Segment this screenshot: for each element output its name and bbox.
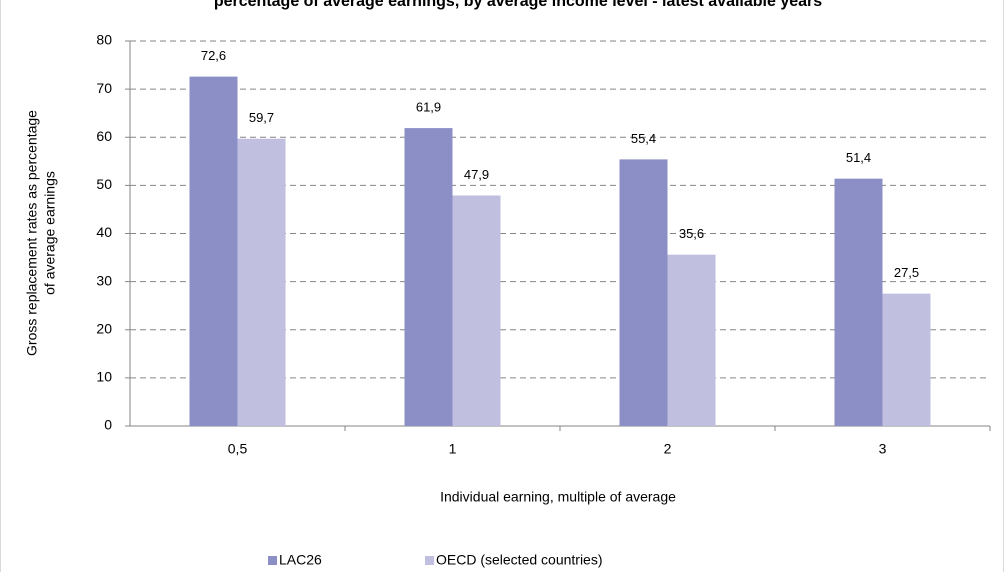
bar	[404, 128, 453, 426]
bar	[619, 159, 668, 426]
data-label: 72,6	[201, 48, 226, 63]
y-tick-label: 60	[96, 128, 112, 144]
y-tick-label: 80	[96, 32, 112, 48]
y-axis-label: Gross replacement rates as percentage of…	[24, 110, 58, 356]
y-tick-label: 70	[96, 80, 112, 96]
data-label: 61,9	[416, 100, 441, 115]
bar	[452, 195, 501, 426]
data-label: 51,4	[846, 150, 871, 165]
y-tick-label: 50	[96, 176, 112, 192]
data-label: 35,6	[679, 226, 704, 241]
y-axis-label-line: Gross replacement rates as percentage	[24, 110, 40, 356]
y-tick-label: 20	[96, 320, 112, 336]
bar	[667, 254, 716, 426]
y-tick-label: 10	[96, 369, 112, 385]
x-tick-label: 3	[879, 441, 887, 457]
legend-label: LAC26	[279, 552, 322, 568]
legend-swatch	[425, 556, 434, 565]
y-axis-label-line: of average earnings	[42, 171, 58, 295]
y-tick-label: 40	[96, 224, 112, 240]
legend-label: OECD (selected countries)	[436, 552, 603, 568]
bar	[882, 293, 931, 426]
x-tick-label: 0,5	[228, 441, 248, 457]
x-axis-label: Individual earning, multiple of average	[440, 489, 676, 505]
y-tick-label: 0	[104, 417, 112, 433]
chart-title: percentage of average earnings, by avera…	[214, 0, 822, 10]
x-tick-label: 2	[664, 441, 672, 457]
y-tick-label: 30	[96, 272, 112, 288]
data-label: 55,4	[631, 131, 656, 146]
bar	[189, 76, 238, 427]
data-label: 27,5	[894, 265, 919, 280]
bar	[834, 178, 883, 426]
data-label: 59,7	[249, 110, 274, 125]
data-label: 47,9	[464, 167, 489, 182]
legend-swatch	[268, 556, 277, 565]
bar	[237, 138, 286, 426]
x-tick-label: 1	[449, 441, 457, 457]
